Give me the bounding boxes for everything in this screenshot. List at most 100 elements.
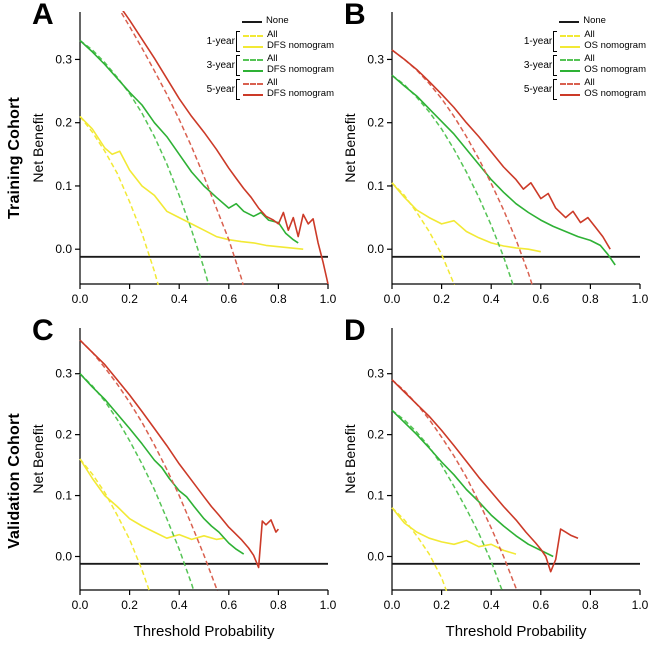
svg-text:0.2: 0.2 xyxy=(367,428,384,442)
legend-row: All xyxy=(242,29,334,41)
svg-text:Net Benefit: Net Benefit xyxy=(342,424,358,493)
legend-row-none: None xyxy=(559,15,646,27)
legend-group-3-year: 3-year All DFS nomogram xyxy=(197,53,334,76)
legend-group-label: 5-year xyxy=(523,83,553,95)
dashed-line-swatch xyxy=(242,82,263,85)
bracket-icon xyxy=(553,78,558,100)
svg-text:0.8: 0.8 xyxy=(270,598,287,612)
legend-row: OS nomogram xyxy=(560,40,646,52)
svg-text:0.0: 0.0 xyxy=(367,549,384,563)
legend-group-label: 1-year xyxy=(206,35,235,47)
dashed-line-swatch xyxy=(242,34,263,37)
legend-b: None 1-year All OS nomogram xyxy=(514,15,646,100)
svg-text:0.1: 0.1 xyxy=(55,489,72,503)
dashed-line-swatch xyxy=(560,58,581,61)
svg-text:0.2: 0.2 xyxy=(55,116,72,130)
bracket-icon xyxy=(553,54,558,76)
legend-group-5-year: 5-year All DFS nomogram xyxy=(197,77,334,100)
solid-line-swatch xyxy=(560,93,581,96)
panel-d: 0.0 0.1 0.2 0.3 0.0 0.2 0.4 0.6 0.8 1.0 Net Benefi… xyxy=(342,316,654,646)
legend-row: DFS nomogram xyxy=(242,64,334,76)
svg-text:0.1: 0.1 xyxy=(367,489,384,503)
bracket-icon xyxy=(235,54,240,76)
solid-line-swatch xyxy=(242,93,263,96)
none-line-swatch xyxy=(559,20,580,23)
svg-text:0.6: 0.6 xyxy=(220,598,237,612)
svg-text:1.0: 1.0 xyxy=(632,292,649,306)
legend-row: All xyxy=(560,77,646,89)
svg-text:0.1: 0.1 xyxy=(55,179,72,193)
svg-text:0.2: 0.2 xyxy=(121,598,138,612)
solid-line-swatch xyxy=(560,45,581,48)
legend-group-label: 5-year xyxy=(206,83,235,95)
svg-text:0.4: 0.4 xyxy=(171,598,188,612)
legend-row: All xyxy=(560,53,646,65)
row-label-validation-text: Validation Cohort xyxy=(6,413,24,549)
svg-text:0.2: 0.2 xyxy=(367,116,384,130)
svg-text:0.2: 0.2 xyxy=(433,598,450,612)
row-label-training: Training Cohort xyxy=(0,0,30,316)
legend-row: All xyxy=(560,29,646,41)
panel-a: 0.0 0.1 0.2 0.3 0.0 0.2 0.4 0.6 0.8 1.0 Net Benefi… xyxy=(30,0,342,316)
legend-group-label: 3-year xyxy=(206,59,235,71)
legend-row: All xyxy=(242,53,334,65)
svg-text:0.3: 0.3 xyxy=(55,367,72,381)
svg-text:0.0: 0.0 xyxy=(367,242,384,256)
svg-text:1.0: 1.0 xyxy=(320,292,337,306)
chart-training-dfs: 0.0 0.1 0.2 0.3 0.0 0.2 0.4 0.6 0.8 1.0 Net Benefi… xyxy=(30,0,342,316)
legend-label: DFS nomogram xyxy=(266,88,334,100)
svg-text:0.8: 0.8 xyxy=(582,598,599,612)
bracket-icon xyxy=(235,30,240,52)
legend-group-1-year: 1-year All DFS nomogram xyxy=(197,29,334,52)
solid-line-swatch xyxy=(242,45,263,48)
svg-text:0.2: 0.2 xyxy=(433,292,450,306)
svg-text:0.4: 0.4 xyxy=(171,292,188,306)
legend-label: All xyxy=(584,53,595,65)
dashed-line-swatch xyxy=(560,82,581,85)
svg-text:0.0: 0.0 xyxy=(55,549,72,563)
panel-letter-b: B xyxy=(344,0,366,31)
svg-text:0.3: 0.3 xyxy=(55,52,72,66)
chart-validation-dfs: 0.0 0.1 0.2 0.3 0.0 0.2 0.4 0.6 0.8 1.0 Net Benefi… xyxy=(30,316,342,646)
svg-text:0.4: 0.4 xyxy=(483,292,500,306)
legend-label: All xyxy=(266,53,278,65)
legend-a: None 1-year All DFS nomogram xyxy=(197,15,334,100)
svg-text:0.4: 0.4 xyxy=(483,598,500,612)
bracket-icon xyxy=(235,78,240,100)
panel-letter-c: C xyxy=(32,314,54,347)
svg-text:0.1: 0.1 xyxy=(367,179,384,193)
legend-row: OS nomogram xyxy=(560,88,646,100)
legend-label: All xyxy=(584,77,595,89)
svg-text:0.8: 0.8 xyxy=(270,292,287,306)
legend-group-1-year: 1-year All OS nomogram xyxy=(514,29,646,52)
svg-text:0.2: 0.2 xyxy=(55,428,72,442)
svg-text:0.3: 0.3 xyxy=(367,367,384,381)
svg-text:1.0: 1.0 xyxy=(320,598,337,612)
svg-text:Net Benefit: Net Benefit xyxy=(30,113,46,182)
legend-label: DFS nomogram xyxy=(266,64,334,76)
svg-text:0.0: 0.0 xyxy=(55,242,72,256)
legend-row: DFS nomogram xyxy=(242,40,334,52)
legend-row: OS nomogram xyxy=(560,64,646,76)
row-label-training-text: Training Cohort xyxy=(6,96,24,220)
legend-label: All xyxy=(266,77,278,89)
legend-row-none: None xyxy=(241,15,334,27)
svg-text:0.0: 0.0 xyxy=(384,292,401,306)
legend-label-none: None xyxy=(583,15,606,27)
svg-text:0.8: 0.8 xyxy=(582,292,599,306)
legend-row: DFS nomogram xyxy=(242,88,334,100)
legend-group-label: 1-year xyxy=(523,35,553,47)
legend-label: All xyxy=(266,29,278,41)
svg-text:Threshold Probability: Threshold Probability xyxy=(446,623,587,640)
legend-group-3-year: 3-year All OS nomogram xyxy=(514,53,646,76)
legend-label: DFS nomogram xyxy=(266,40,334,52)
legend-group-label: 3-year xyxy=(523,59,553,71)
svg-text:Net Benefit: Net Benefit xyxy=(30,424,46,493)
panel-letter-a: A xyxy=(32,0,54,31)
svg-text:Threshold Probability: Threshold Probability xyxy=(134,623,275,640)
legend-label-none: None xyxy=(265,15,289,27)
panel-b: 0.0 0.1 0.2 0.3 0.0 0.2 0.4 0.6 0.8 1.0 Net Benefi… xyxy=(342,0,654,316)
svg-text:Net Benefit: Net Benefit xyxy=(342,113,358,182)
